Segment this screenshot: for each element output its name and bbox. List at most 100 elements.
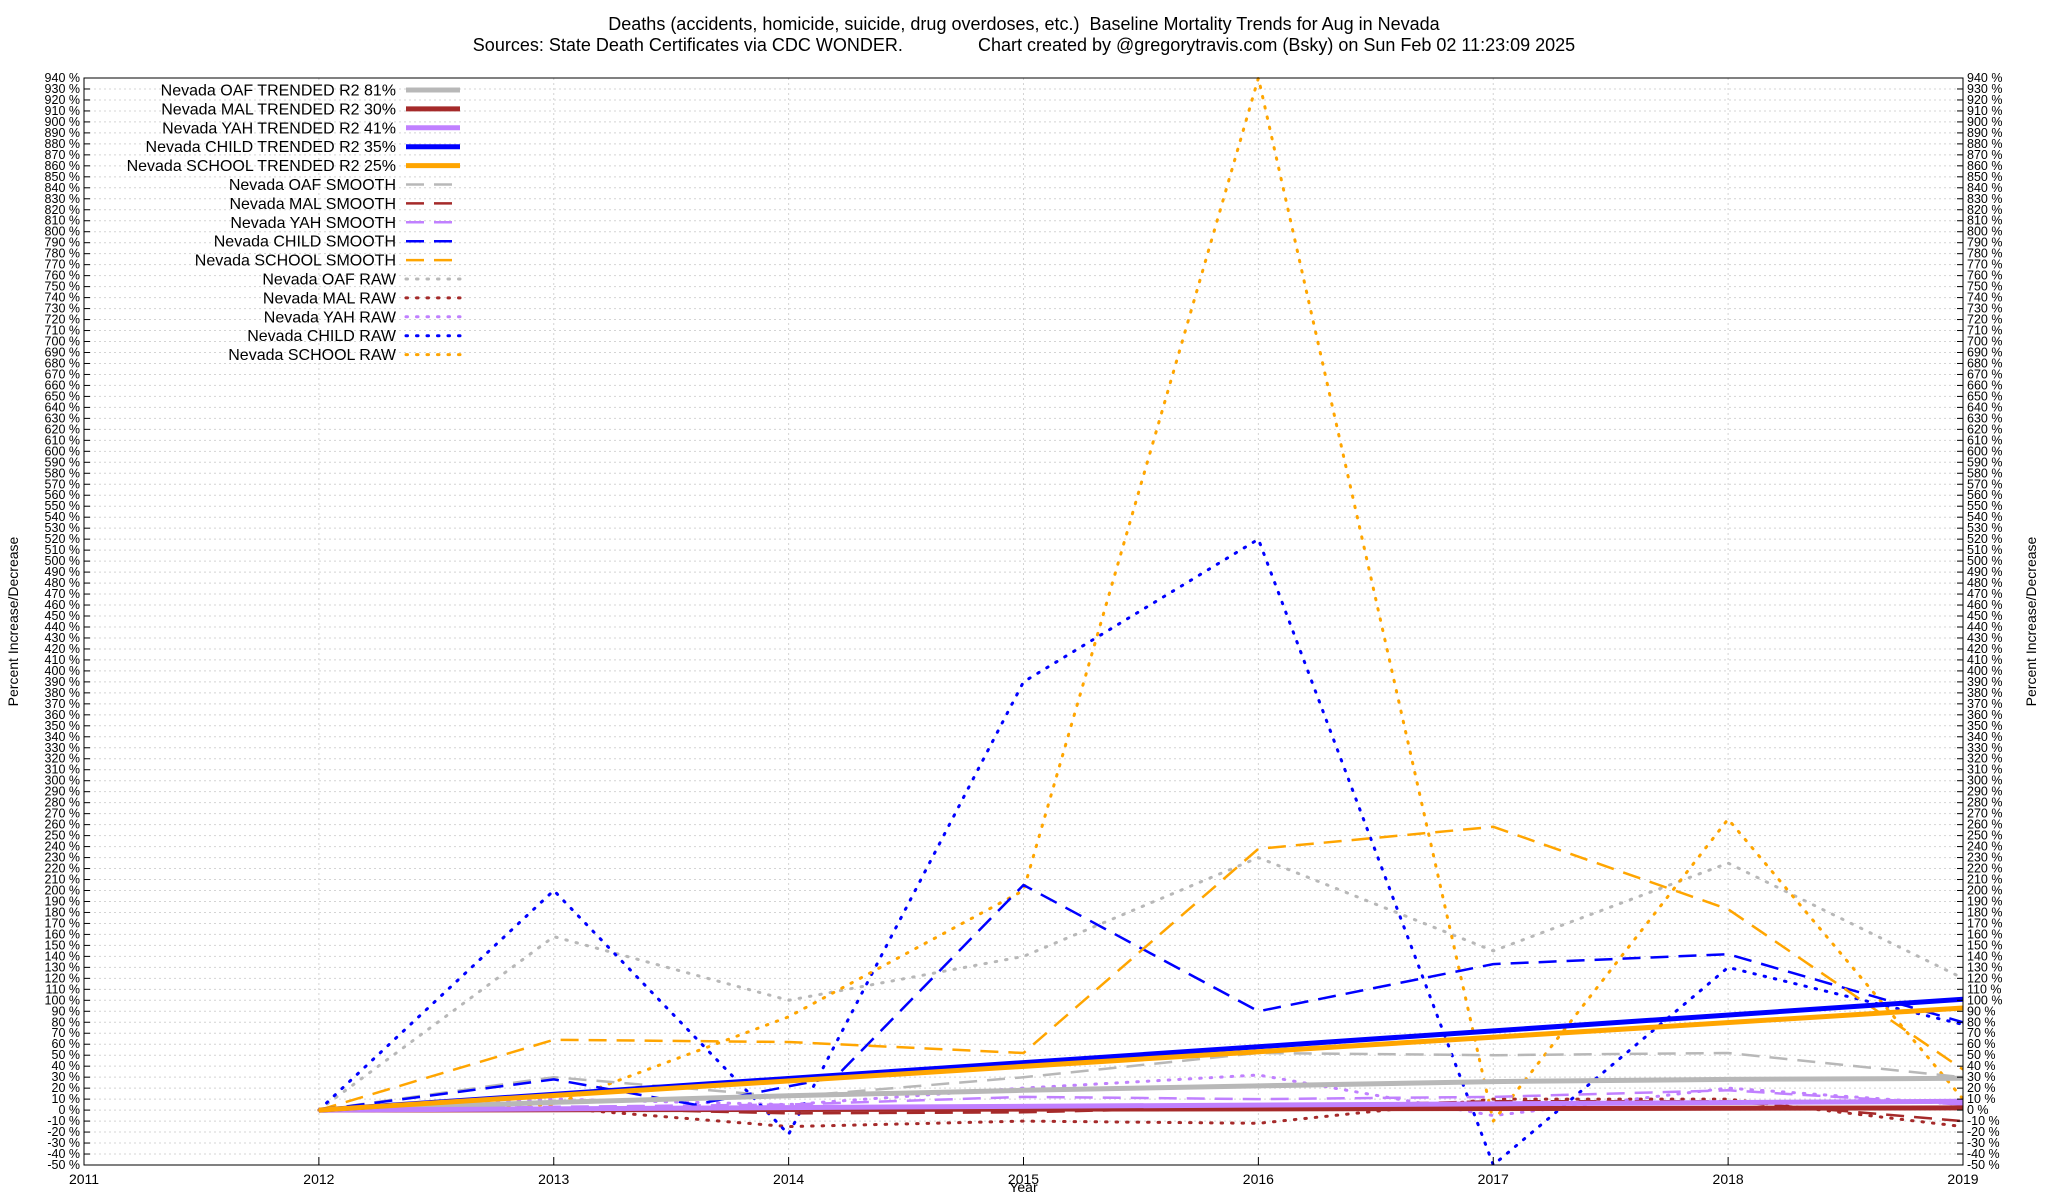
y-tick-label: 200 % bbox=[45, 884, 80, 898]
y-tick-label: 190 % bbox=[45, 894, 80, 908]
y-tick-label: 460 % bbox=[45, 598, 80, 612]
y2-tick-label: 480 % bbox=[1967, 576, 2002, 590]
y-tick-label: 80 % bbox=[52, 1015, 81, 1029]
series-line-7 bbox=[318, 1089, 1964, 1112]
legend-label: Nevada SCHOOL SMOOTH bbox=[195, 253, 396, 270]
y-tick-label: 540 % bbox=[45, 510, 80, 524]
y-tick-label: 830 % bbox=[45, 192, 80, 206]
series-line-14 bbox=[317, 76, 1965, 1123]
y2-tick-label: 500 % bbox=[1967, 554, 2002, 568]
y2-tick-label: 510 % bbox=[1967, 543, 2002, 557]
y-tick-label: 390 % bbox=[45, 675, 80, 689]
y-tick-label: 290 % bbox=[45, 785, 80, 799]
y2-tick-label: -50 % bbox=[1967, 1158, 2000, 1172]
y2-tick-label: 450 % bbox=[1967, 609, 2002, 623]
x-tick-label: 2019 bbox=[1947, 1171, 1978, 1187]
y2-tick-label: 380 % bbox=[1967, 686, 2002, 700]
x-tick-label: 2016 bbox=[1243, 1171, 1274, 1187]
y-tick-label: 40 % bbox=[52, 1059, 81, 1073]
y-tick-label: 500 % bbox=[45, 554, 80, 568]
y2-tick-label: 840 % bbox=[1967, 181, 2002, 195]
y2-tick-label: 420 % bbox=[1967, 642, 2002, 656]
y2-tick-label: 630 % bbox=[1967, 411, 2002, 425]
y-tick-label: 650 % bbox=[45, 389, 80, 403]
y2-tick-label: 390 % bbox=[1967, 675, 2002, 689]
y2-tick-label: 180 % bbox=[1967, 905, 2002, 919]
y2-tick-label: 70 % bbox=[1967, 1026, 1996, 1040]
y2-tick-label: 910 % bbox=[1967, 104, 2002, 118]
y-tick-label: -50 % bbox=[47, 1158, 80, 1172]
y-tick-label: 910 % bbox=[45, 104, 80, 118]
y2-tick-label: 540 % bbox=[1967, 510, 2002, 524]
y2-tick-label: 370 % bbox=[1967, 697, 2002, 711]
y2-tick-label: 920 % bbox=[1967, 93, 2002, 107]
x-tick-label: 2014 bbox=[773, 1171, 804, 1187]
legend-label: Nevada CHILD TRENDED R2 35% bbox=[146, 139, 396, 156]
series-line-2 bbox=[318, 1098, 1964, 1113]
y2-tick-label: 730 % bbox=[1967, 302, 2002, 316]
y-tick-label: -30 % bbox=[47, 1136, 80, 1150]
legend-label: Nevada MAL TRENDED R2 30% bbox=[161, 101, 396, 118]
y2-tick-label: 760 % bbox=[1967, 269, 2002, 283]
y2-tick-label: 590 % bbox=[1967, 455, 2002, 469]
y-tick-label: 210 % bbox=[45, 873, 80, 887]
y2-tick-label: 0 % bbox=[1967, 1103, 1989, 1117]
y2-tick-label: 820 % bbox=[1967, 203, 2002, 217]
y2-tick-label: 870 % bbox=[1967, 148, 2002, 162]
y2-tick-label: 350 % bbox=[1967, 719, 2002, 733]
legend-label: Nevada CHILD RAW bbox=[247, 328, 397, 345]
y2-tick-label: 90 % bbox=[1967, 1004, 1996, 1018]
legend-label: Nevada OAF RAW bbox=[262, 272, 397, 289]
y-tick-label: 550 % bbox=[45, 499, 80, 513]
y2-tick-label: 160 % bbox=[1967, 927, 2002, 941]
legend-label: Nevada YAH RAW bbox=[264, 309, 397, 326]
y2-tick-label: 600 % bbox=[1967, 444, 2002, 458]
y2-tick-label: 30 % bbox=[1967, 1070, 1996, 1084]
y-tick-label: 630 % bbox=[45, 411, 80, 425]
y-tick-label: 940 % bbox=[45, 71, 80, 85]
y-tick-label: 790 % bbox=[45, 236, 80, 250]
y-tick-label: 60 % bbox=[52, 1037, 81, 1051]
series-line-10 bbox=[317, 856, 1965, 1112]
y-tick-label: 670 % bbox=[45, 367, 80, 381]
y-tick-label: 770 % bbox=[45, 258, 80, 272]
y-tick-label: 930 % bbox=[45, 82, 80, 96]
y2-tick-label: 580 % bbox=[1967, 466, 2002, 480]
y2-tick-label: 200 % bbox=[1967, 884, 2002, 898]
y2-tick-label: 640 % bbox=[1967, 400, 2002, 414]
y-tick-label: 110 % bbox=[45, 982, 80, 996]
y-tick-label: 530 % bbox=[45, 521, 80, 535]
y-tick-label: 280 % bbox=[45, 796, 80, 810]
y2-tick-label: 670 % bbox=[1967, 367, 2002, 381]
y2-tick-label: 780 % bbox=[1967, 247, 2002, 261]
y-axis-label: Percent Increase/Decrease bbox=[5, 536, 21, 706]
y2-tick-label: 880 % bbox=[1967, 137, 2002, 151]
y-tick-label: 340 % bbox=[45, 730, 80, 744]
y2-tick-label: 470 % bbox=[1967, 587, 2002, 601]
y2-tick-label: 80 % bbox=[1967, 1015, 1996, 1029]
y-tick-label: 140 % bbox=[45, 949, 80, 963]
y-tick-label: 130 % bbox=[45, 960, 80, 974]
y2-tick-label: 610 % bbox=[1967, 433, 2002, 447]
y-tick-label: 410 % bbox=[45, 653, 80, 667]
y2-tick-label: 460 % bbox=[1967, 598, 2002, 612]
y2-tick-label: 280 % bbox=[1967, 796, 2002, 810]
y2-tick-label: 130 % bbox=[1967, 960, 2002, 974]
y-tick-label: 700 % bbox=[45, 335, 80, 349]
legend-label: Nevada YAH SMOOTH bbox=[230, 215, 396, 232]
y-tick-label: 250 % bbox=[45, 829, 80, 843]
y2-tick-label: 410 % bbox=[1967, 653, 2002, 667]
y2-tick-label: 260 % bbox=[1967, 818, 2002, 832]
legend-label: Nevada YAH TRENDED R2 41% bbox=[162, 120, 396, 137]
y-tick-label: 920 % bbox=[45, 93, 80, 107]
y2-tick-label: 570 % bbox=[1967, 477, 2002, 491]
y2-tick-label: 290 % bbox=[1967, 785, 2002, 799]
y2-tick-label: 740 % bbox=[1967, 291, 2002, 305]
y-tick-label: 360 % bbox=[45, 708, 80, 722]
y-tick-label: 680 % bbox=[45, 356, 80, 370]
y2-axis-label: Percent Increase/Decrease bbox=[2023, 536, 2039, 706]
y2-tick-label: 210 % bbox=[1967, 873, 2002, 887]
y-tick-label: 400 % bbox=[45, 664, 80, 678]
y-tick-label: 850 % bbox=[45, 170, 80, 184]
y2-tick-label: 680 % bbox=[1967, 356, 2002, 370]
